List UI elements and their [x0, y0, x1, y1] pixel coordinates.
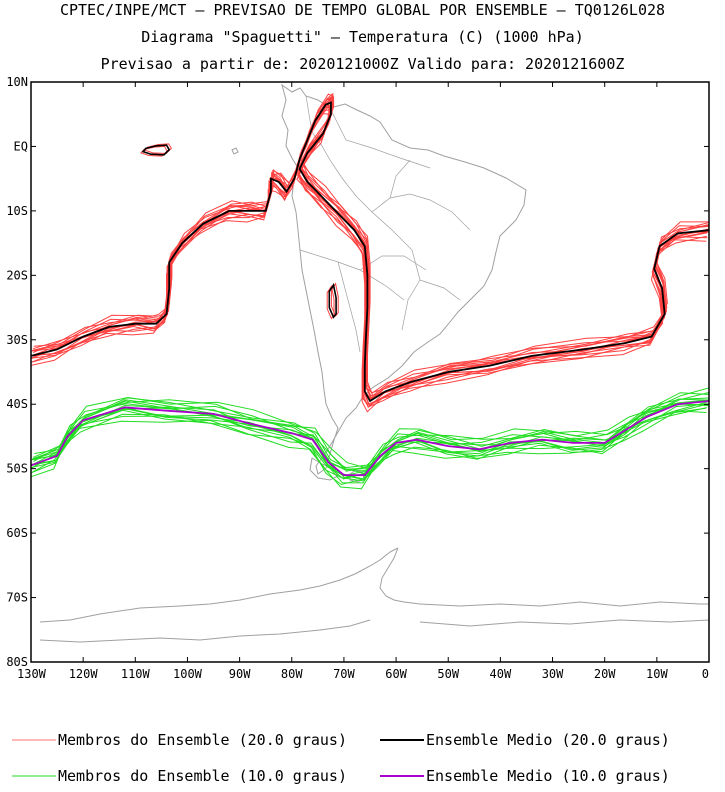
- isotherm-10-member-11: [31, 407, 706, 490]
- lon-label: 0: [702, 667, 709, 681]
- lon-label: 80W: [281, 667, 303, 681]
- isotherm-20-member-13: [31, 100, 709, 400]
- legend-label: Membros do Ensemble (20.0 graus): [58, 731, 347, 749]
- legend-label: Ensemble Medio (20.0 graus): [426, 731, 670, 749]
- lon-label: 30W: [542, 667, 564, 681]
- isotherm-20-member-2: [31, 97, 709, 399]
- lon-label: 120W: [69, 667, 99, 681]
- galapagos-coast: [231, 147, 239, 155]
- lon-label: 100W: [173, 667, 203, 681]
- legend-label: Ensemble Medio (10.0 graus): [426, 767, 670, 785]
- lat-label: EQ: [14, 139, 28, 153]
- map-frame: [30, 81, 710, 663]
- isolated-mean-contour-2: [328, 282, 337, 319]
- isotherm-10-members: [31, 387, 709, 490]
- lat-label: 50S: [6, 462, 28, 476]
- title-line-1: CPTEC/INPE/MCT — PREVISAO DE TEMPO GLOBA…: [59, 1, 666, 19]
- lat-label: 10S: [6, 204, 28, 218]
- lon-label: 130W: [17, 667, 47, 681]
- lon-label: 10W: [646, 667, 668, 681]
- isotherm-20-member-4: [32, 98, 709, 401]
- lon-label: 90W: [229, 667, 251, 681]
- isotherm-10-member-14: [32, 397, 709, 469]
- country-borders: [299, 95, 471, 353]
- isotherm-10-member-7: [31, 410, 707, 486]
- longitude-axis: 130W 120W 110W 100W 90W 80W 70W 60W 50W 40W 30W 20W…: [17, 82, 710, 681]
- lat-label: 20S: [6, 268, 28, 282]
- coastline-layer: [39, 83, 709, 643]
- lon-label: 20W: [594, 667, 616, 681]
- isolated-member-contour-2-2: [330, 282, 339, 317]
- isotherm-10-mean: [31, 400, 709, 476]
- isotherm-10-member-9: [31, 403, 708, 481]
- isotherm-10-member-6: [33, 392, 709, 472]
- south-america-coast: [281, 83, 527, 475]
- lon-label: 40W: [490, 667, 512, 681]
- isolated-member-contour-2-1: [326, 285, 335, 320]
- title-line-2: Diagrama "Spaguetti" — Temperatura (C) (…: [141, 28, 584, 46]
- lat-label: 80S: [6, 655, 28, 669]
- latitude-axis: 10N EQ 10S 20S 30S 40S 50S 60S 70S 80S: [6, 75, 709, 669]
- legend-label: Membros do Ensemble (10.0 graus): [58, 767, 347, 785]
- lon-label: 60W: [385, 667, 407, 681]
- lat-label: 70S: [6, 591, 28, 605]
- antarctic-peninsula-coast: [39, 547, 709, 623]
- isotherm-20-member-6: [32, 94, 709, 394]
- lat-label: 60S: [6, 526, 28, 540]
- isolated-mean-contour-1: [141, 144, 171, 156]
- lat-label: 30S: [6, 333, 28, 347]
- isotherm-20-member-11: [31, 113, 707, 413]
- isotherm-10-member-15: [31, 407, 708, 482]
- lat-label: 10N: [6, 75, 28, 89]
- isotherm-20-isolated-contours: [140, 143, 339, 320]
- isotherm-20-member-1: [31, 98, 709, 399]
- isotherm-20-member-12: [31, 100, 709, 400]
- legend: Membros do Ensemble (20.0 graus) Ensemble…: [12, 731, 670, 785]
- isotherm-20-mean: [31, 101, 709, 403]
- ice-shelf-coast: [39, 619, 709, 643]
- lon-label: 110W: [121, 667, 151, 681]
- title-line-3: Previsao a partir de: 2020121000Z Valido…: [100, 55, 625, 73]
- isotherm-20-members: [31, 92, 709, 413]
- lon-label: 50W: [437, 667, 459, 681]
- lon-label: 70W: [333, 667, 355, 681]
- tierra-del-fuego-coast: [309, 457, 339, 481]
- isotherm-20-member-14: [32, 92, 709, 394]
- lat-label: 40S: [6, 397, 28, 411]
